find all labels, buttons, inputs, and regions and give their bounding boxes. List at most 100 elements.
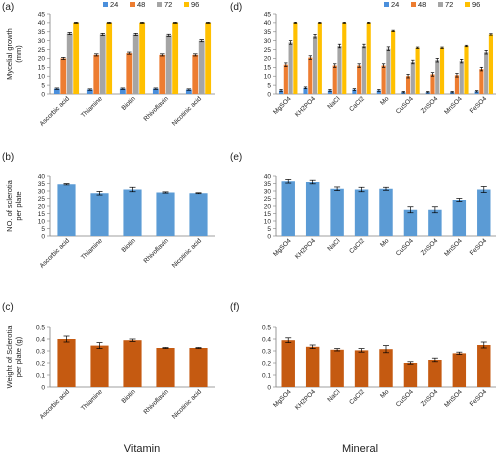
bar xyxy=(435,60,440,94)
bar xyxy=(165,35,172,94)
y-tick-label: 20 xyxy=(38,56,46,63)
legend-label: 24 xyxy=(391,0,399,9)
bar xyxy=(66,33,73,94)
y-tick-label: 15 xyxy=(264,65,272,72)
bar xyxy=(159,54,166,94)
bar xyxy=(403,209,418,236)
x-tick-label: Rhivoflavin xyxy=(142,237,170,265)
y-tick-label: 5 xyxy=(41,82,45,89)
bar xyxy=(330,188,344,236)
y-tick-label: 0.3 xyxy=(36,348,45,355)
x-tick-label: CuSO4 xyxy=(395,388,415,408)
bar xyxy=(293,22,298,95)
y-tick-label: 40 xyxy=(264,20,272,27)
y-tick-label: 0 xyxy=(41,384,45,391)
x-tick-label: Biotin xyxy=(120,388,137,405)
x-tick-label: Nicotinic acid xyxy=(171,95,203,127)
y-axis-title-line: per plate (g) xyxy=(14,336,23,377)
x-tick-label: MnSO4 xyxy=(443,237,464,258)
y-axis-title-line: (mm) xyxy=(14,45,23,63)
y-tick-label: 0.1 xyxy=(36,372,45,379)
y-tick-label: 0.1 xyxy=(262,372,271,379)
y-tick-label: 0.4 xyxy=(262,336,271,343)
panel-label: (b) xyxy=(2,152,14,163)
legend-swatch xyxy=(157,2,162,7)
x-tick-label: Thiamine xyxy=(80,388,104,412)
y-tick-label: 20 xyxy=(264,203,272,210)
x-tick-label: Mo xyxy=(379,237,391,249)
bar xyxy=(474,91,479,94)
x-tick-label: Biotin xyxy=(120,237,137,254)
x-tick-label: Rhivoflavin xyxy=(142,388,170,416)
x-tick-label: Nicotinic acid xyxy=(171,237,203,269)
x-tick-label: CuSO4 xyxy=(395,237,415,257)
y-axis-title: NO. of sclerotiaper plate xyxy=(5,179,23,232)
legend-swatch xyxy=(384,2,389,7)
x-tick-label: Nicotinic acid xyxy=(171,388,203,420)
y-tick-label: 45 xyxy=(38,11,46,18)
bar xyxy=(86,89,93,94)
bar xyxy=(57,184,76,236)
bar xyxy=(477,345,491,387)
bar xyxy=(464,46,469,94)
x-tick-label: Mo xyxy=(379,95,391,107)
x-tick-label: MnSO4 xyxy=(443,95,464,116)
y-tick-label: 0.2 xyxy=(262,360,271,367)
bar xyxy=(305,182,320,236)
legend-swatch xyxy=(130,2,135,7)
bar xyxy=(156,348,175,387)
x-tick-label: NaCl xyxy=(326,388,342,404)
legend-swatch xyxy=(184,2,189,7)
x-tick-label: FeSO4 xyxy=(469,388,489,408)
y-tick-label: 0.2 xyxy=(36,360,45,367)
bar xyxy=(123,189,142,236)
bar xyxy=(198,40,205,94)
bar xyxy=(379,188,393,236)
legend-swatch xyxy=(438,2,443,7)
x-tick-label: NaCl xyxy=(326,95,342,111)
bar xyxy=(119,88,126,94)
bar xyxy=(405,76,411,94)
legend-swatch xyxy=(465,2,470,7)
y-tick-label: 25 xyxy=(264,196,272,203)
bar xyxy=(330,349,344,387)
x-tick-label: Ascorbic acid xyxy=(39,95,72,128)
bar xyxy=(479,69,484,94)
y-axis-title-line: per plate xyxy=(14,191,23,220)
bar xyxy=(332,65,337,94)
y-tick-label: 25 xyxy=(38,196,46,203)
bar xyxy=(60,58,67,94)
chart-panel-c: (c) 0 0.1 0.2 0.3 0.4 0.5 Weight of Sclerotiape… xyxy=(2,302,215,421)
y-tick-label: 0 xyxy=(267,384,271,391)
x-tick-label: KH2PO4 xyxy=(294,388,317,411)
y-tick-label: 35 xyxy=(38,181,46,188)
y-tick-label: 30 xyxy=(264,38,272,45)
legend-label: 72 xyxy=(164,0,172,9)
x-tick-label: Mo xyxy=(379,388,391,400)
chart-panel-d: (d) 0 510 15 20 25 30 35 40 45 MgSO4 KH2PO4 NaCl CaCl… xyxy=(230,0,496,119)
y-tick-label: 10 xyxy=(38,74,46,81)
bar xyxy=(366,22,371,95)
x-tick-label: ZnSO4 xyxy=(420,95,440,115)
y-tick-label: 40 xyxy=(38,173,46,180)
bar xyxy=(428,360,442,387)
bar xyxy=(415,47,420,94)
bar xyxy=(477,189,491,236)
panel-label: (a) xyxy=(2,2,14,13)
bar xyxy=(354,189,369,236)
y-tick-label: 0 xyxy=(41,233,45,240)
bar xyxy=(428,209,442,236)
y-tick-label: 15 xyxy=(38,65,46,72)
x-tick-label: CuSO4 xyxy=(395,95,415,115)
bar xyxy=(308,57,313,94)
bar xyxy=(452,200,467,236)
x-tick-label: KH2PO4 xyxy=(294,95,317,118)
x-tick-label: Ascorbic acid xyxy=(39,237,72,270)
y-tick-label: 0 xyxy=(267,91,271,98)
y-tick-label: 45 xyxy=(264,11,272,18)
y-tick-label: 25 xyxy=(38,47,46,54)
bar xyxy=(303,87,308,94)
panel-label: (c) xyxy=(2,302,14,313)
bar xyxy=(357,65,362,94)
